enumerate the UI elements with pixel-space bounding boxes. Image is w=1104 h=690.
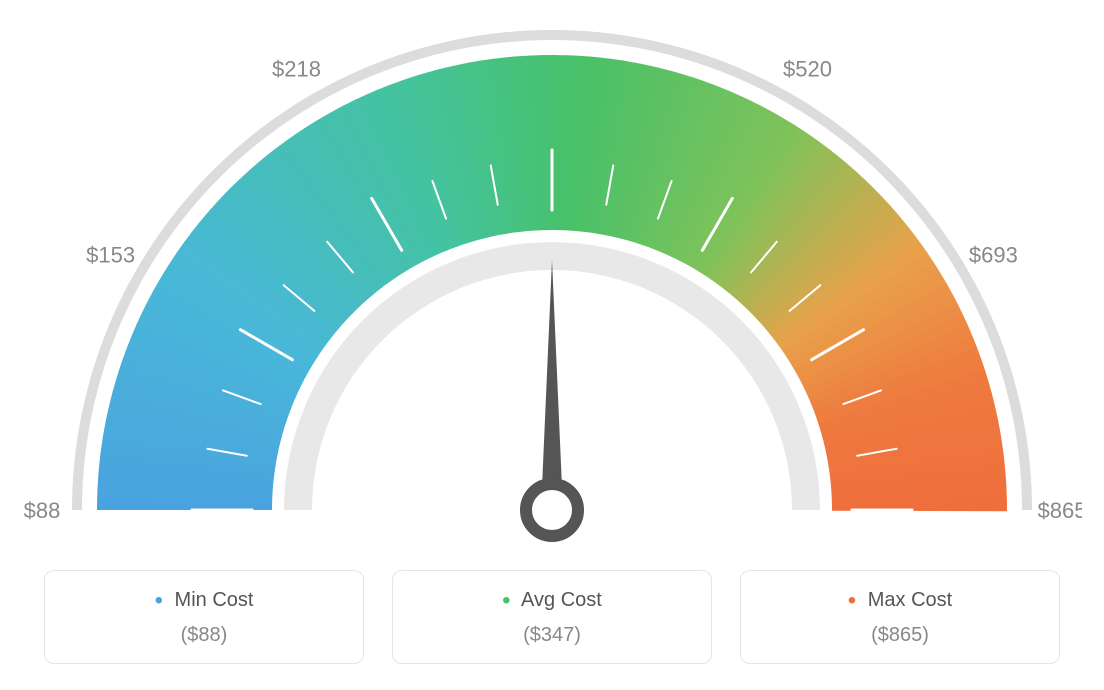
tick-label: $88 [24,498,61,523]
tick-label: $693 [969,243,1018,268]
gauge-svg: $88$153$218$347$520$693$865 [22,20,1082,550]
legend-title-min: • Min Cost [55,589,353,612]
legend-avg-value: ($347) [403,624,701,647]
legend-min-value: ($88) [55,624,353,647]
legend-card-min: • Min Cost ($88) [44,570,364,664]
tick-label: $865 [1038,498,1082,523]
legend-card-max: • Max Cost ($865) [740,570,1060,664]
legend-max-label: Max Cost [868,589,952,611]
dot-icon: • [155,587,163,614]
legend-min-label: Min Cost [175,589,254,611]
legend-card-avg: • Avg Cost ($347) [392,570,712,664]
tick-label: $218 [272,57,321,82]
legend-title-avg: • Avg Cost [403,589,701,612]
legend-title-max: • Max Cost [751,589,1049,612]
dot-icon: • [848,587,856,614]
legend-avg-label: Avg Cost [521,589,602,611]
dot-icon: • [502,587,510,614]
needle [541,260,563,510]
legend-row: • Min Cost ($88) • Avg Cost ($347) • Max… [20,570,1084,664]
needle-hub [526,484,578,536]
legend-max-value: ($865) [751,624,1049,647]
cost-gauge-chart: $88$153$218$347$520$693$865 [22,20,1082,550]
tick-label: $153 [86,243,135,268]
tick-label: $520 [783,57,832,82]
